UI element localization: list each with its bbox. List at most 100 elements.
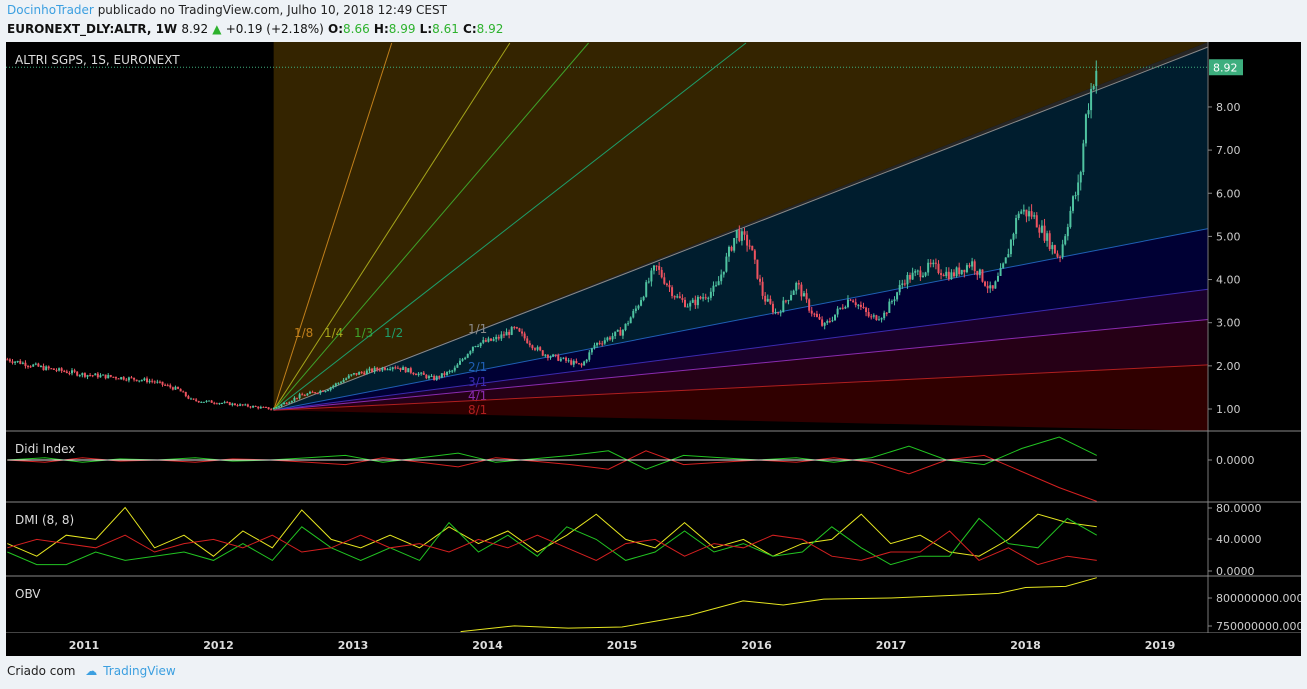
candle <box>270 409 273 411</box>
candle <box>76 371 79 376</box>
candle <box>927 262 930 273</box>
candle <box>709 291 712 298</box>
candle <box>11 361 14 363</box>
y-tick-label: 4.00 <box>1216 274 1241 287</box>
candle <box>86 375 89 377</box>
candle <box>466 353 469 358</box>
candle <box>965 265 968 273</box>
candle <box>585 359 588 362</box>
candle <box>756 259 759 279</box>
candle <box>870 316 873 318</box>
candle <box>272 408 275 410</box>
y-tick-label: 8.00 <box>1216 101 1241 114</box>
candle <box>797 282 800 285</box>
symbol-info: EURONEXT_DLY:ALTR, 1W 8.92 ▲ +0.19 (+2.1… <box>7 22 503 36</box>
candle <box>950 272 953 280</box>
candle <box>471 346 474 352</box>
candle <box>810 310 813 314</box>
candle <box>347 375 350 379</box>
fan-label: 1/4 <box>324 326 343 340</box>
candle <box>1012 233 1015 240</box>
candle <box>236 405 239 407</box>
candle <box>684 299 687 307</box>
candle <box>6 359 9 361</box>
candle <box>1087 110 1090 115</box>
candle <box>883 312 886 319</box>
candle <box>857 304 860 306</box>
candle <box>32 364 35 367</box>
candle <box>552 354 555 357</box>
candle <box>1092 85 1095 90</box>
candle <box>769 298 772 304</box>
chart[interactable]: 1/8 1/4 1/3 1/2 1/1 2/13/14/18/1 8.92 1.00 2.00… <box>6 42 1301 656</box>
candle <box>818 316 821 320</box>
candle <box>179 388 182 392</box>
candle <box>981 269 984 282</box>
candle <box>474 346 477 348</box>
y-tick-label: 800000000.0000 <box>1216 592 1301 605</box>
candle <box>753 250 756 260</box>
candle <box>218 403 221 405</box>
candle <box>453 367 456 371</box>
high-value: 8.99 <box>388 22 416 36</box>
candle <box>650 270 653 282</box>
candle <box>885 312 888 314</box>
candle <box>122 377 125 380</box>
candle <box>1017 213 1020 219</box>
candle <box>528 343 531 346</box>
candle <box>678 296 681 299</box>
candle <box>73 370 76 372</box>
candle <box>102 374 105 376</box>
tradingview-link[interactable]: TradingView <box>103 664 176 678</box>
candle <box>484 340 487 342</box>
candle <box>58 368 61 371</box>
candle <box>531 345 534 349</box>
candle <box>448 370 451 372</box>
gann-fan: 1/8 1/4 1/3 1/2 1/1 2/13/14/18/1 <box>273 42 1209 431</box>
fan-zone <box>273 42 1208 411</box>
candle <box>24 362 27 367</box>
author-link[interactable]: DocinhoTrader <box>7 3 94 17</box>
dmi-title: DMI (8, 8) <box>15 513 74 527</box>
candle <box>505 331 508 336</box>
candle <box>415 374 418 376</box>
candle <box>277 406 280 408</box>
candle <box>841 307 844 309</box>
candle <box>872 315 875 317</box>
candle <box>621 330 624 336</box>
candle <box>642 296 645 301</box>
candle <box>805 293 808 300</box>
fan-line-8/1 <box>273 364 1209 411</box>
candle <box>593 345 596 349</box>
candle <box>598 342 601 344</box>
candle <box>668 285 671 288</box>
footer: Criado com ☁ TradingView <box>7 664 176 678</box>
candle <box>1035 215 1038 228</box>
candle <box>39 365 42 367</box>
candle <box>696 296 699 306</box>
candle <box>971 261 974 267</box>
candle <box>686 306 689 308</box>
candle <box>901 283 904 285</box>
candle <box>536 347 539 350</box>
candle <box>396 367 399 369</box>
candle <box>717 281 720 286</box>
candle <box>306 393 309 396</box>
candle <box>813 313 816 315</box>
candle <box>738 229 741 241</box>
candle <box>608 337 611 340</box>
candle <box>875 315 878 321</box>
candle <box>174 386 177 390</box>
candle <box>808 299 811 311</box>
candle <box>704 297 707 299</box>
candle <box>795 282 798 291</box>
price-change: +0.19 (+2.18%) <box>225 22 324 36</box>
candle <box>308 391 311 394</box>
candle <box>903 283 906 285</box>
candle <box>702 297 705 299</box>
candle <box>205 400 208 402</box>
candle <box>583 361 586 366</box>
candle <box>329 387 332 390</box>
candle <box>746 234 749 246</box>
candle <box>712 285 715 292</box>
